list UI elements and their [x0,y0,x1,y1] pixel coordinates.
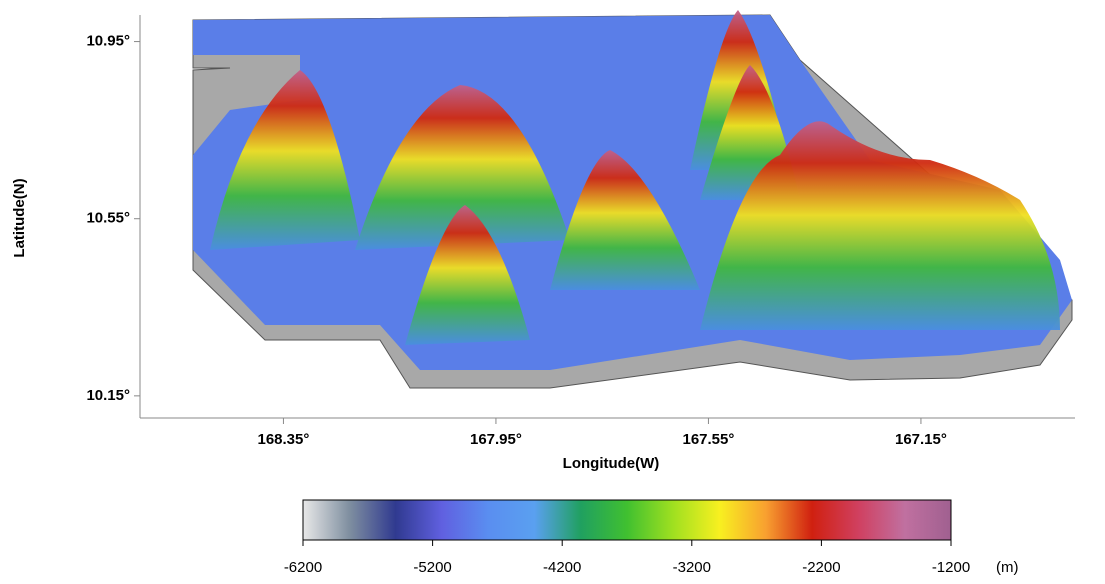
colorbar [302,499,952,541]
terrain-ridge [210,70,360,250]
colorbar-unit: (m) [996,559,1019,576]
y-axis-title: Latitude(N) [11,178,28,257]
colorbar-tick-label: -3200 [673,559,711,576]
x-tick-label: 167.95° [470,431,522,448]
terrain-ridge [355,85,570,250]
colorbar-tick-label: -6200 [284,559,322,576]
y-tick-label: 10.15° [86,387,130,404]
terrain-ridge [700,121,1060,330]
terrain [192,10,1073,389]
colorbar-tick-label: -5200 [413,559,451,576]
colorbar-tick-label: -4200 [543,559,581,576]
y-tick-label: 10.55° [86,210,130,227]
colorbar-tick-label: -1200 [932,559,970,576]
x-tick-label: 167.55° [682,431,734,448]
colorbar-tick-label: -2200 [802,559,840,576]
terrain-ridge [405,205,530,345]
y-tick-label: 10.95° [86,33,130,50]
x-tick-label: 168.35° [257,431,309,448]
x-axis-title: Longitude(W) [563,455,660,472]
terrain-ridge [550,150,700,290]
x-tick-label: 167.15° [895,431,947,448]
